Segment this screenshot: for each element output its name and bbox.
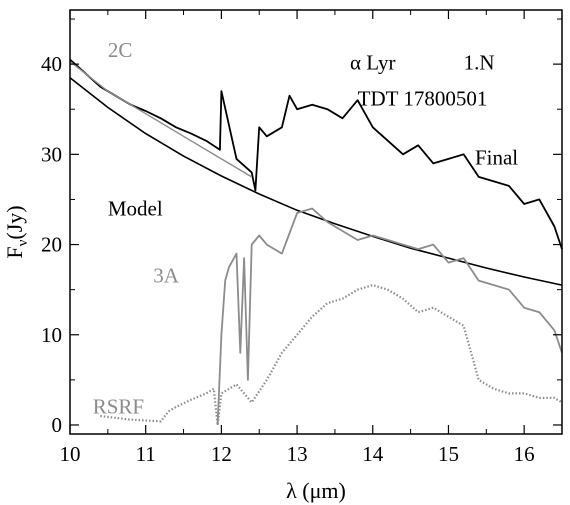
y-tick-label: 10 (41, 323, 62, 347)
x-axis-title: λ (μm) (286, 478, 346, 503)
x-tick-label: 13 (287, 442, 308, 466)
series-layer (69, 58, 563, 427)
x-tick-label: 11 (136, 442, 156, 466)
final-label: Final (475, 145, 518, 169)
plot-frame (69, 9, 563, 435)
y-tick-label: 30 (41, 142, 62, 166)
series-line-final (69, 58, 563, 250)
y-axis-ticks: 0 10 20 30 40 (41, 18, 562, 437)
y-tick-label: 20 (41, 233, 62, 257)
series-line-rsrf (100, 284, 563, 427)
x-tick-label: 10 (60, 442, 81, 466)
band-2c-label: 2C (108, 38, 133, 62)
x-tick-label: 15 (438, 442, 459, 466)
x-tick-label: 12 (211, 442, 232, 466)
series-line-3a (216, 207, 563, 426)
series-line-model (69, 77, 563, 286)
target-annotation: α Lyr (350, 51, 395, 75)
tdt-annotation: TDT 17800501 (358, 87, 488, 111)
x-tick-label: 14 (362, 442, 384, 466)
y-tick-label: 0 (52, 413, 63, 437)
rsrf-label: RSRF (93, 394, 144, 418)
model-label: Model (108, 197, 163, 221)
segment-annotation: 1.N (464, 51, 495, 75)
y-axis-title: Fν(Jy) (2, 205, 31, 258)
x-tick-label: 16 (514, 442, 535, 466)
x-axis-ticks: 10 11 12 13 14 15 16 (60, 10, 563, 466)
series-line-2c (69, 60, 253, 178)
band-3a-label: 3A (153, 263, 180, 287)
y-tick-label: 40 (41, 52, 62, 76)
